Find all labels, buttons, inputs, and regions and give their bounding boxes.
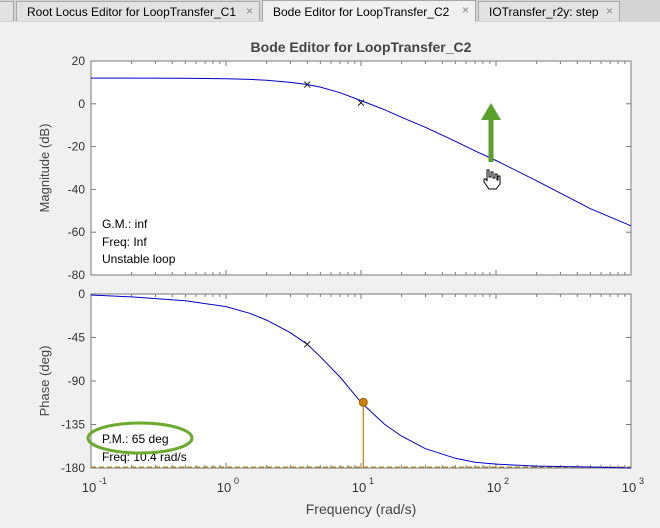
x-tick-label: 10 <box>622 480 636 495</box>
pole-zero-marker[interactable] <box>303 81 311 88</box>
phase-curve[interactable] <box>90 294 632 469</box>
bode-editor-plot[interactable]: Bode Editor for LoopTransfer_C2 200-20-4… <box>0 22 660 528</box>
tab-close-icon[interactable]: × <box>461 3 469 17</box>
y-tick-label: 20 <box>72 54 86 68</box>
tab-label: Root Locus Editor for LoopTransfer_C1 <box>27 4 236 19</box>
y-tick-label: -135 <box>61 418 85 432</box>
phase-ylabel: Phase (deg) <box>37 346 52 417</box>
x-tick-label: 10 <box>352 480 366 495</box>
tab-bode-editor[interactable]: Bode Editor for LoopTransfer_C2 × <box>262 0 476 22</box>
magnitude-y-ticks: 20 0 -20 -40 -60 -80 <box>68 54 631 282</box>
phase-x-ticks: 10 -1 10 0 10 1 10 2 10 3 <box>82 294 644 495</box>
y-tick-label: -60 <box>68 225 86 239</box>
y-tick-label: 0 <box>78 97 85 111</box>
magnitude-axes[interactable]: 20 0 -20 -40 -60 -80 Magnitude (dB) G.M.: inf… <box>37 54 632 282</box>
gain-margin-freq-label: Freq: Inf <box>102 235 147 249</box>
phase-y-ticks: 0 -45 -90 -135 -180 <box>61 287 631 475</box>
y-tick-label: 0 <box>78 287 85 301</box>
x-tick-exponent: 2 <box>504 476 509 486</box>
hand-cursor-icon <box>483 169 501 190</box>
gain-margin-label: G.M.: inf <box>102 217 148 231</box>
x-tick-exponent: 3 <box>639 476 644 486</box>
magnitude-markers[interactable] <box>303 81 365 107</box>
figure-title: Bode Editor for LoopTransfer_C2 <box>251 39 472 55</box>
x-tick-exponent: 0 <box>234 476 239 486</box>
tab-label: IOTransfer_r2y: step <box>489 4 599 19</box>
loop-status-label: Unstable loop <box>102 252 176 266</box>
pole-zero-marker[interactable] <box>303 340 311 348</box>
tab-scroll-stub[interactable] <box>0 1 14 21</box>
magnitude-ylabel: Magnitude (dB) <box>37 124 52 213</box>
x-axis-label: Frequency (rad/s) <box>306 501 416 517</box>
tab-root-locus-editor[interactable]: Root Locus Editor for LoopTransfer_C1 × <box>16 1 260 21</box>
x-tick-exponent: 1 <box>369 476 374 486</box>
y-tick-label: -20 <box>68 140 86 154</box>
phase-markers[interactable] <box>303 340 368 407</box>
y-tick-label: -45 <box>68 331 86 345</box>
pole-zero-marker[interactable] <box>357 99 365 107</box>
tab-bar: Root Locus Editor for LoopTransfer_C1 × … <box>0 0 660 23</box>
phase-plot-area[interactable] <box>90 293 632 469</box>
tab-close-icon[interactable]: × <box>605 4 613 18</box>
y-tick-label: -90 <box>68 374 86 388</box>
y-tick-label: -180 <box>61 461 85 475</box>
x-tick-label: 10 <box>82 480 96 495</box>
phase-axes[interactable]: 0-45-90-135-180 10 -1 10 0 10 1 10 2 10 3 Phase (… <box>37 287 644 495</box>
x-tick-label: 10 <box>487 480 501 495</box>
magnitude-plot-area[interactable] <box>90 60 632 276</box>
tab-close-icon[interactable]: × <box>245 4 253 18</box>
up-arrow-icon <box>481 103 501 162</box>
x-tick-exponent: -1 <box>99 476 107 486</box>
tab-label: Bode Editor for LoopTransfer_C2 <box>273 4 450 19</box>
tab-iotransfer-step[interactable]: IOTransfer_r2y: step × <box>478 1 620 21</box>
y-tick-label: -40 <box>68 182 86 196</box>
x-tick-label: 10 <box>217 480 231 495</box>
phase-margin-highlight <box>86 421 194 455</box>
phase-margin-label: P.M.: 65 deg <box>102 432 169 446</box>
y-tick-label: -80 <box>68 268 86 282</box>
magnitude-x-ticks <box>90 61 632 275</box>
phase-margin-point[interactable] <box>358 397 368 407</box>
